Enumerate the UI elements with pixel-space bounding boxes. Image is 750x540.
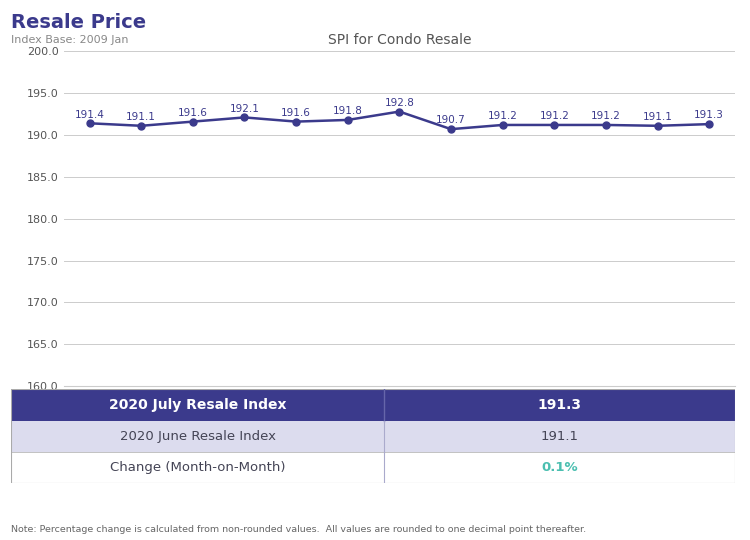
- Text: 191.2: 191.2: [488, 111, 518, 121]
- Text: 191.1: 191.1: [643, 112, 673, 122]
- Text: 191.6: 191.6: [178, 108, 208, 118]
- FancyBboxPatch shape: [11, 389, 735, 421]
- Text: 2020 July Resale Index: 2020 July Resale Index: [109, 398, 286, 412]
- Text: 192.8: 192.8: [385, 98, 414, 108]
- Text: Index Base: 2009 Jan: Index Base: 2009 Jan: [11, 35, 129, 45]
- Title: SPI for Condo Resale: SPI for Condo Resale: [328, 33, 471, 48]
- Text: 191.3: 191.3: [694, 110, 724, 120]
- FancyBboxPatch shape: [11, 452, 735, 483]
- FancyBboxPatch shape: [11, 421, 735, 452]
- Text: 191.1: 191.1: [126, 112, 156, 122]
- Text: 191.8: 191.8: [333, 106, 363, 116]
- Text: 191.4: 191.4: [75, 110, 104, 119]
- Text: 192.1: 192.1: [230, 104, 260, 113]
- Text: Note: Percentage change is calculated from non-rounded values.  All values are r: Note: Percentage change is calculated fr…: [11, 524, 586, 534]
- Text: Resale Price: Resale Price: [11, 14, 146, 32]
- Text: 191.3: 191.3: [538, 398, 581, 412]
- Text: Change (Month-on-Month): Change (Month-on-Month): [110, 461, 285, 474]
- Text: 191.2: 191.2: [591, 111, 621, 121]
- Text: 190.7: 190.7: [436, 116, 466, 125]
- Text: 191.6: 191.6: [281, 108, 311, 118]
- Text: 191.1: 191.1: [541, 430, 578, 443]
- Text: 0.1%: 0.1%: [542, 461, 578, 474]
- Text: 2020 June Resale Index: 2020 June Resale Index: [119, 430, 275, 443]
- Text: 191.2: 191.2: [539, 111, 569, 121]
